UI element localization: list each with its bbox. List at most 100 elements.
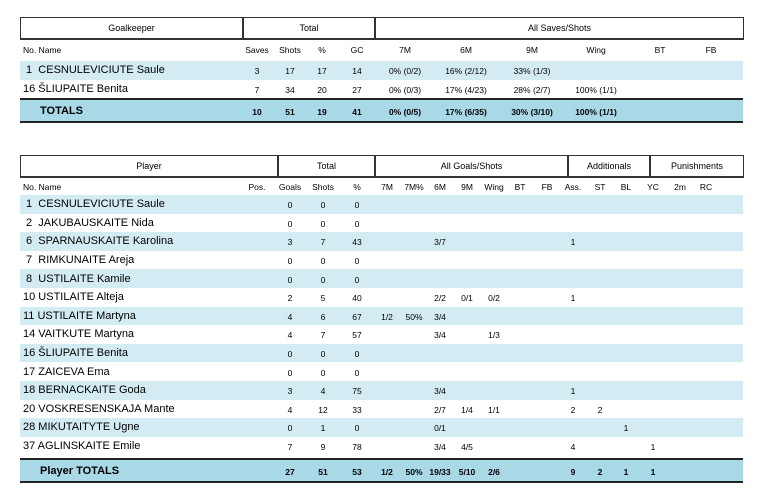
stat-cell: 100% (1/1) (575, 84, 617, 95)
player-name: 16 ŠLIUPAITE Benita (23, 82, 128, 95)
stat-cell: 3 (254, 66, 260, 77)
stat-cell: 1 (570, 293, 576, 304)
player-name: 8 USTILAITE Kamile (23, 272, 131, 285)
stat-cell: 0 (320, 367, 326, 378)
stat-cell: 9 (320, 442, 326, 453)
players-col-header: 6M (434, 182, 446, 192)
players-group-header: Total (278, 155, 375, 178)
stat-cell: 0 (320, 200, 326, 211)
stat-cell: 4 (570, 442, 576, 453)
stat-cell: 27 (285, 466, 295, 477)
stat-cell: 1 (320, 423, 326, 434)
goalkeepers-col-header: GC (350, 45, 364, 55)
stat-cell: 51 (318, 466, 328, 477)
players-col-header: 9M (461, 182, 473, 192)
stat-cell: 34 (285, 84, 295, 95)
goalkeepers-col-header: FB (705, 45, 717, 55)
stat-cell: 0% (0/2) (388, 66, 422, 77)
stat-cell: 7 (254, 84, 260, 95)
players-col-header: Shots (312, 182, 334, 192)
players-table-row: 28 MIKUTAITYTE Ugne 0 1 0 0/1 1 (20, 418, 743, 437)
players-col-header: Goals (278, 182, 302, 192)
stat-cell: 1/4 (461, 404, 473, 415)
stat-cell: 1/2 (381, 466, 393, 477)
stat-cell: 0 (287, 367, 293, 378)
stat-cell: 14 (352, 66, 362, 77)
goalkeepers-group-header: Total (243, 17, 375, 40)
goalkeepers-col-header: % (318, 45, 326, 55)
stat-cell: 78 (352, 442, 362, 453)
players-group-header: Additionals (568, 155, 650, 178)
stat-cell: 0 (287, 200, 293, 211)
stat-cell: 3/7 (434, 237, 446, 248)
stat-cell: 1 (623, 466, 629, 477)
stat-cell: 0 (287, 218, 293, 229)
player-name: 6 SPARNAUSKAITE Karolina (23, 235, 174, 248)
stat-cell: 4 (287, 330, 293, 341)
stat-cell: 1/1 (488, 404, 500, 415)
stat-cell: 3/4 (434, 330, 446, 341)
stat-cell: 17% (6/35) (445, 106, 487, 117)
stat-cell: 20 (317, 84, 327, 95)
player-name: 16 ŠLIUPAITE Benita (23, 347, 128, 360)
totals-label: Player TOTALS (40, 464, 120, 477)
player-name: 11 USTILAITE Martyna (23, 309, 136, 322)
players-col-header: FB (541, 182, 553, 192)
stat-cell: 4 (287, 311, 293, 322)
stat-cell: 0 (354, 423, 360, 434)
stat-cell: 53 (352, 466, 362, 477)
stat-cell: 1 (623, 423, 629, 434)
players-table-row: 18 BERNACKAITE Goda 3 4 75 3/4 1 (20, 381, 743, 400)
stat-cell: 51 (285, 106, 295, 117)
stat-cell: 43 (352, 237, 362, 248)
player-name: 14 VAITKUTE Martyna (23, 328, 135, 341)
totals-label: TOTALS (40, 104, 83, 117)
stat-cell: 1 (650, 442, 656, 453)
players-col-header: YC (647, 182, 659, 192)
goalkeepers-col-header-name: No. Name (23, 45, 62, 55)
goalkeepers-col-header: Shots (279, 45, 301, 55)
goalkeepers-table-row: 16 ŠLIUPAITE Benita 7 34 20 27 0% (0/3) 17% (4… (20, 80, 743, 99)
players-col-header: Pos. (248, 182, 266, 192)
players-col-header: % (353, 182, 361, 192)
players-col-header: ST (594, 182, 606, 192)
players-table-row: 17 ZAICEVA Ema 0 0 0 (20, 362, 743, 381)
stat-cell: 0 (287, 274, 293, 285)
goalkeepers-col-header: 9M (526, 45, 538, 55)
player-name: 1 CESNULEVICIUTE Saule (23, 64, 165, 77)
players-col-header: 2m (674, 182, 686, 192)
goalkeepers-col-header: Saves (245, 45, 269, 55)
players-table-row: 11 USTILAITE Martyna 4 6 67 1/2 50% 3/4 (20, 306, 743, 326)
stat-cell: 28% (2/7) (513, 84, 551, 95)
player-name: 1 CESNULEVICIUTE Saule (23, 198, 165, 211)
stat-cell: 33% (1/3) (513, 66, 551, 77)
players-col-header-name: No. Name (23, 182, 62, 192)
goalkeepers-group-header: Goalkeeper (20, 17, 243, 40)
stat-cell: 17 (285, 66, 295, 77)
stat-cell: 5 (320, 293, 326, 304)
goalkeepers-group-header: All Saves/Shots (375, 17, 744, 40)
stat-cell: 67 (352, 311, 362, 322)
stat-cell: 0/1 (461, 293, 473, 304)
goalkeepers-col-header: BT (654, 45, 666, 55)
goalkeepers-col-header: 6M (460, 45, 472, 55)
stat-cell: 0 (287, 423, 293, 434)
stat-cell: 0 (320, 256, 326, 267)
stat-cell: 50% (405, 311, 423, 322)
stat-cell: 100% (1/1) (575, 106, 617, 117)
stat-cell: 0 (354, 256, 360, 267)
player-name: 2 JAKUBAUSKAITE Nida (23, 216, 154, 229)
stat-cell: 41 (352, 106, 362, 117)
stat-cell: 12 (318, 404, 328, 415)
goalkeepers-col-header: 7M (399, 45, 411, 55)
stat-cell: 40 (352, 293, 362, 304)
players-totals-row: Player TOTALS 27 51 53 1/2 50% 19/33 5/10 2/6 9 2 1… (20, 458, 743, 483)
stat-cell: 0 (354, 274, 360, 285)
stat-cell: 0 (320, 274, 326, 285)
stat-cell: 30% (3/10) (511, 106, 553, 117)
players-table-row: 6 SPARNAUSKAITE Karolina 3 7 43 3/7 1 (20, 232, 743, 251)
players-group-header: Player (20, 155, 278, 178)
stat-cell: 0 (320, 218, 326, 229)
player-name: 7 RIMKUNAITE Areja (23, 254, 135, 267)
stat-cell: 7 (320, 237, 326, 248)
